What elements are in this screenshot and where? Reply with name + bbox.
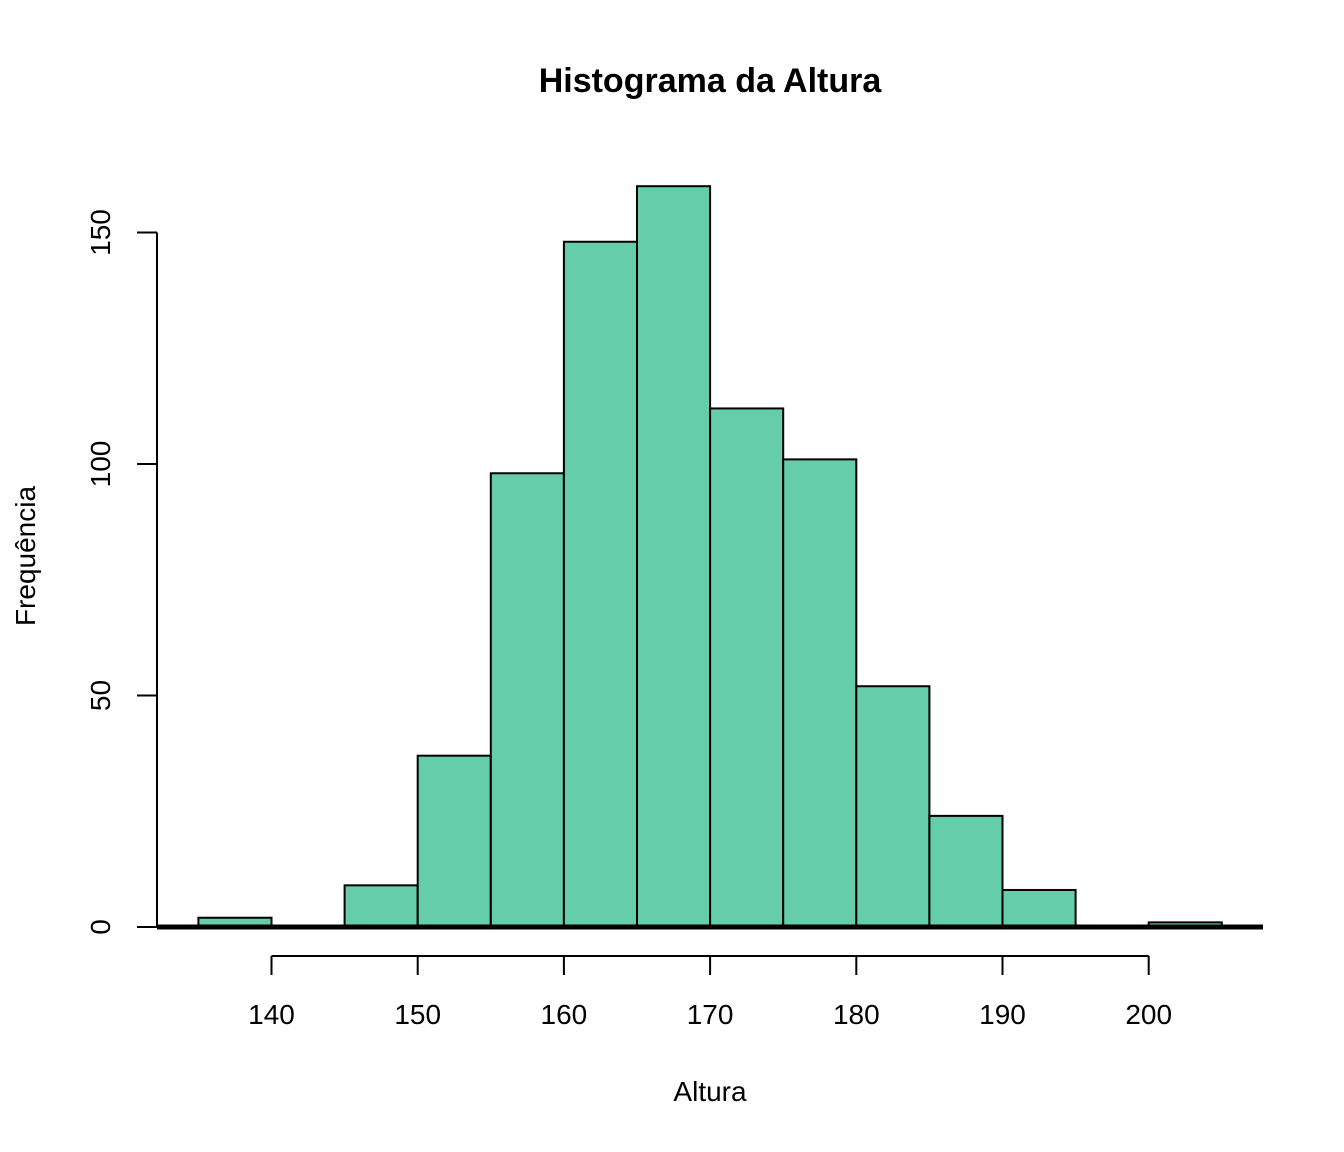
y-axis-label: Frequência (10, 486, 41, 627)
x-axis-label: Altura (673, 1076, 747, 1107)
bars-group (197, 185, 1223, 929)
bar-170-175 (709, 407, 785, 928)
y-tick-label-50: 50 (85, 680, 116, 711)
x-axis: 140 150 160 170 180 190 200 (248, 955, 1172, 1030)
bar-190-195 (1001, 888, 1077, 929)
bar-160-165 (562, 240, 639, 928)
x-tick-label-150: 150 (394, 999, 441, 1030)
bar-165-170 (636, 185, 712, 928)
bar-175-180 (782, 458, 858, 928)
x-tick-label-200: 200 (1125, 999, 1172, 1030)
x-tick-label-170: 170 (687, 999, 734, 1030)
y-tick-label-100: 100 (85, 441, 116, 488)
chart-title: Histograma da Altura (539, 62, 883, 100)
bar-155-160 (489, 472, 565, 928)
x-tick-label-140: 140 (248, 999, 295, 1030)
bar-150-155 (416, 754, 492, 928)
x-tick-label-190: 190 (979, 999, 1026, 1030)
x-tick-label-160: 160 (541, 999, 588, 1030)
bar-145-150 (343, 884, 419, 929)
y-tick-label-0: 0 (85, 919, 116, 935)
x-tick-label-180: 180 (833, 999, 880, 1030)
bar-185-190 (928, 814, 1004, 929)
y-axis: 0 50 100 150 (85, 209, 158, 935)
bar-180-185 (855, 685, 931, 928)
y-tick-label-150: 150 (85, 209, 116, 256)
